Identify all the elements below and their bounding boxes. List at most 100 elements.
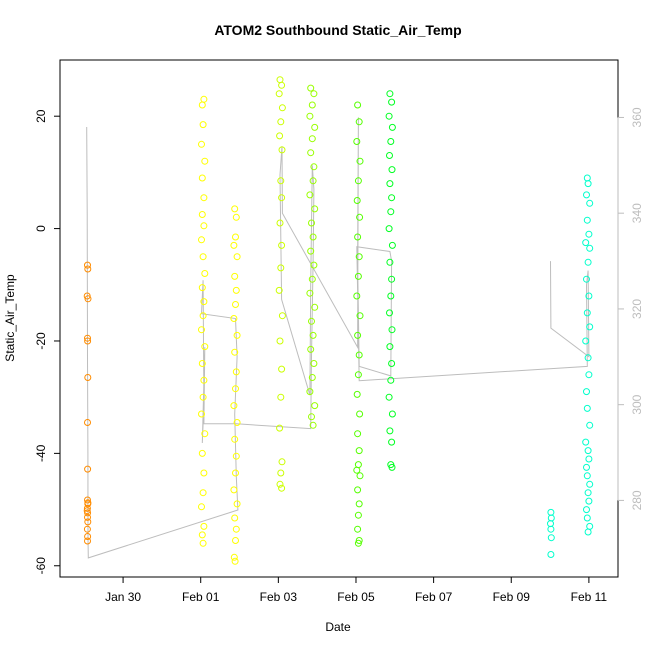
x-tick-label: Feb 03	[260, 590, 298, 604]
data-point	[388, 194, 396, 202]
x-axis: Jan 30 Feb 01 Feb 03 Feb 05 Feb 07 Feb 09 Feb …	[105, 577, 607, 604]
x-tick-label: Feb 01	[182, 590, 220, 604]
data-point	[230, 315, 238, 322]
data-point	[84, 261, 91, 269]
data-point	[276, 219, 284, 227]
data-point	[198, 449, 206, 457]
data-point	[200, 522, 208, 530]
data-point	[547, 525, 555, 533]
data-point	[386, 258, 394, 266]
data-point	[306, 191, 314, 199]
data-point	[354, 233, 362, 241]
data-point	[583, 514, 591, 522]
data-point	[307, 149, 315, 157]
data-point	[388, 98, 396, 106]
data-point	[310, 90, 318, 98]
data-point	[308, 413, 315, 421]
data-point	[201, 343, 209, 351]
data-point	[388, 275, 396, 283]
data-point	[278, 241, 286, 249]
data-point	[353, 466, 361, 474]
x-tick-label: Feb 11	[571, 590, 608, 604]
chart-title: ATOM2 Southbound Static_Air_Temp	[214, 22, 461, 38]
data-point	[232, 368, 240, 376]
data-point	[584, 528, 592, 536]
data-point	[278, 312, 286, 320]
data-point	[354, 511, 362, 519]
data-point	[582, 438, 590, 446]
data-point	[308, 374, 316, 381]
data-point	[277, 118, 285, 126]
data-point	[387, 292, 395, 300]
data-point	[308, 101, 316, 109]
data-point	[231, 272, 239, 280]
data-point	[198, 211, 206, 218]
data-point	[230, 553, 238, 561]
data-point	[306, 289, 314, 297]
data-point	[585, 230, 593, 238]
data-point	[200, 469, 208, 477]
data-point	[232, 213, 240, 221]
data-point	[584, 258, 592, 266]
data-point	[198, 410, 205, 418]
data-point	[355, 351, 363, 359]
data-point	[276, 337, 284, 345]
data-point	[277, 393, 285, 401]
data-point	[585, 497, 593, 505]
data-point	[275, 286, 283, 294]
x-tick-label: Feb 09	[493, 590, 531, 604]
data-point	[233, 331, 241, 339]
data-point	[84, 496, 91, 504]
data-point	[584, 354, 592, 362]
data-point	[311, 303, 319, 311]
data-point	[309, 421, 317, 429]
data-point	[547, 520, 554, 528]
data-point	[83, 292, 91, 300]
data-point	[84, 295, 92, 303]
data-point	[583, 191, 590, 199]
data-point	[231, 205, 239, 213]
data-point	[583, 216, 591, 224]
data-point	[309, 233, 317, 241]
data-point	[201, 270, 209, 277]
data-point	[356, 213, 364, 221]
data-point	[231, 514, 239, 522]
data-point	[310, 163, 318, 171]
data-point	[547, 514, 555, 522]
data-point	[355, 253, 363, 261]
data-point	[198, 101, 206, 109]
data-point	[231, 435, 239, 443]
data-point	[386, 427, 394, 435]
data-point	[198, 503, 205, 511]
data-point	[232, 286, 240, 294]
data-point	[199, 539, 207, 547]
data-point	[583, 174, 591, 182]
data-point	[586, 480, 594, 488]
data-point	[232, 452, 240, 460]
data-point	[547, 551, 555, 558]
data-point	[585, 455, 593, 463]
data-point	[198, 360, 206, 367]
right-tick-label: 320	[630, 299, 644, 319]
data-point	[385, 225, 393, 233]
data-point	[84, 513, 91, 521]
data-point	[278, 146, 286, 154]
data-point	[582, 239, 590, 247]
data-point	[354, 430, 362, 438]
data-point	[354, 101, 362, 109]
data-point	[386, 343, 394, 351]
data-point	[586, 199, 594, 207]
y-axis-left: -60 -40 -20 0 20	[34, 109, 60, 574]
data-point	[583, 404, 591, 412]
data-point	[311, 205, 319, 213]
data-point	[309, 177, 317, 185]
y-tick-label: -40	[34, 444, 48, 462]
data-point	[388, 463, 396, 471]
data-point	[388, 360, 396, 367]
data-point	[308, 219, 315, 227]
data-point	[583, 275, 590, 283]
data-points-layer	[83, 76, 594, 565]
data-point	[306, 388, 314, 396]
data-point	[84, 334, 91, 342]
